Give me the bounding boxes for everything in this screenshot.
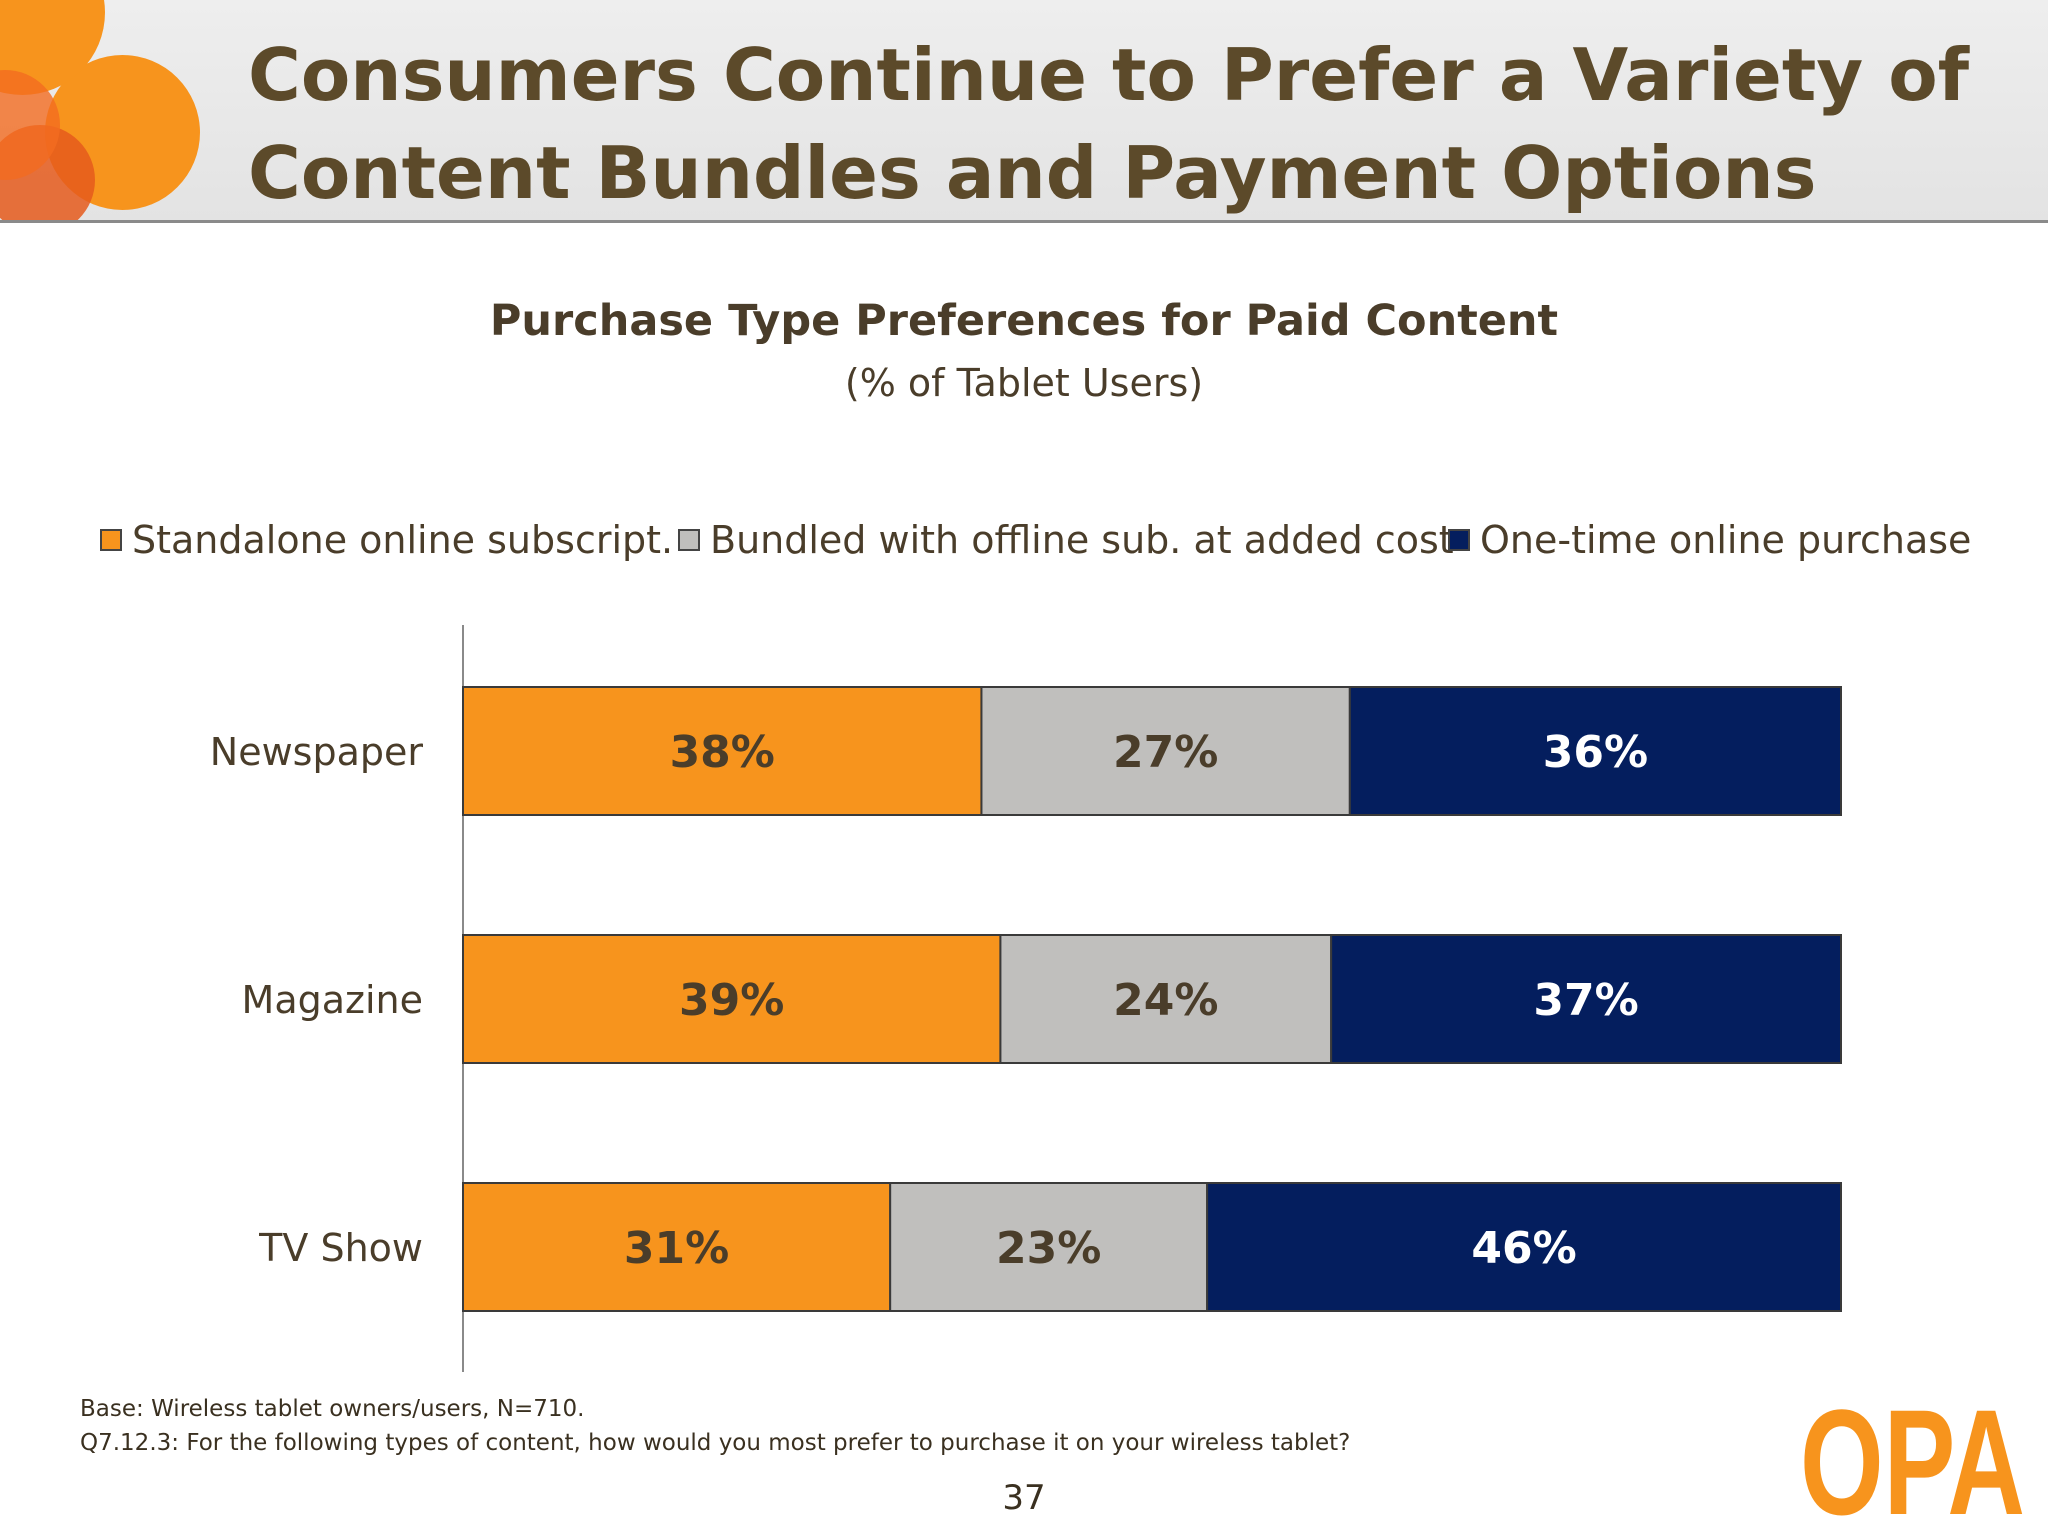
opa-logo: OPA: [1800, 1386, 2025, 1526]
legend-item-bundled: Bundled with offline sub. at added cost: [678, 510, 1454, 570]
bar-segment: [999, 934, 1333, 1064]
bar-segment: [1330, 934, 1842, 1064]
footnote-question: Q7.12.3: For the following types of cont…: [80, 1430, 1351, 1456]
slide-title-line-2: Content Bundles and Payment Options: [248, 131, 1817, 215]
data-label: 37%: [1533, 975, 1638, 1026]
legend-swatch-gray: [678, 529, 700, 551]
bar-segment: [1348, 686, 1842, 816]
legend-item-one-time: One-time online purchase: [1448, 510, 1971, 570]
footnote-base: Base: Wireless tablet owners/users, N=71…: [80, 1396, 585, 1422]
data-label: 27%: [1113, 727, 1218, 778]
data-label: 38%: [670, 727, 775, 778]
data-label: 24%: [1113, 975, 1218, 1026]
category-label: Magazine: [242, 978, 423, 1022]
bar-segment: [462, 686, 983, 816]
opa-logo-text: OPA: [1800, 1386, 2025, 1526]
data-label: 23%: [996, 1223, 1101, 1274]
legend-item-standalone: Standalone online subscript.: [100, 510, 673, 570]
bar-segment: [462, 934, 1002, 1064]
data-label: 31%: [624, 1223, 729, 1274]
chart-subtitle: (% of Tablet Users): [844, 361, 1204, 405]
chart-title: Purchase Type Preferences for Paid Conte…: [489, 296, 1559, 346]
data-label: 39%: [679, 975, 784, 1026]
data-label: 36%: [1543, 727, 1648, 778]
bar-segment: [1206, 1182, 1842, 1312]
chart-legend: Standalone online subscript. Bundled wit…: [100, 510, 2000, 570]
stacked-bar-chart: Newspaper 38% 27% 36% Magazine 39% 24% 37% TV Sh…: [210, 625, 1842, 1372]
page-number: 37: [1002, 1478, 1046, 1518]
legend-label-bundled: Bundled with offline sub. at added cost: [710, 518, 1454, 562]
category-label: Newspaper: [210, 730, 424, 774]
slide-header: Consumers Continue to Prefer a Variety o…: [0, 0, 2048, 223]
category-label: TV Show: [258, 1226, 423, 1270]
bar-segment: [462, 1182, 892, 1312]
legend-label-one-time: One-time online purchase: [1480, 518, 1972, 562]
legend-label-standalone: Standalone online subscript.: [132, 518, 674, 562]
data-label: 46%: [1471, 1223, 1576, 1274]
bar-segment: [980, 686, 1351, 816]
legend-swatch-orange: [100, 529, 122, 551]
slide-title-line-1: Consumers Continue to Prefer a Variety o…: [248, 33, 1970, 117]
slide-title: Consumers Continue to Prefer a Variety o…: [248, 26, 2008, 220]
legend-swatch-navy: [1448, 529, 1470, 551]
